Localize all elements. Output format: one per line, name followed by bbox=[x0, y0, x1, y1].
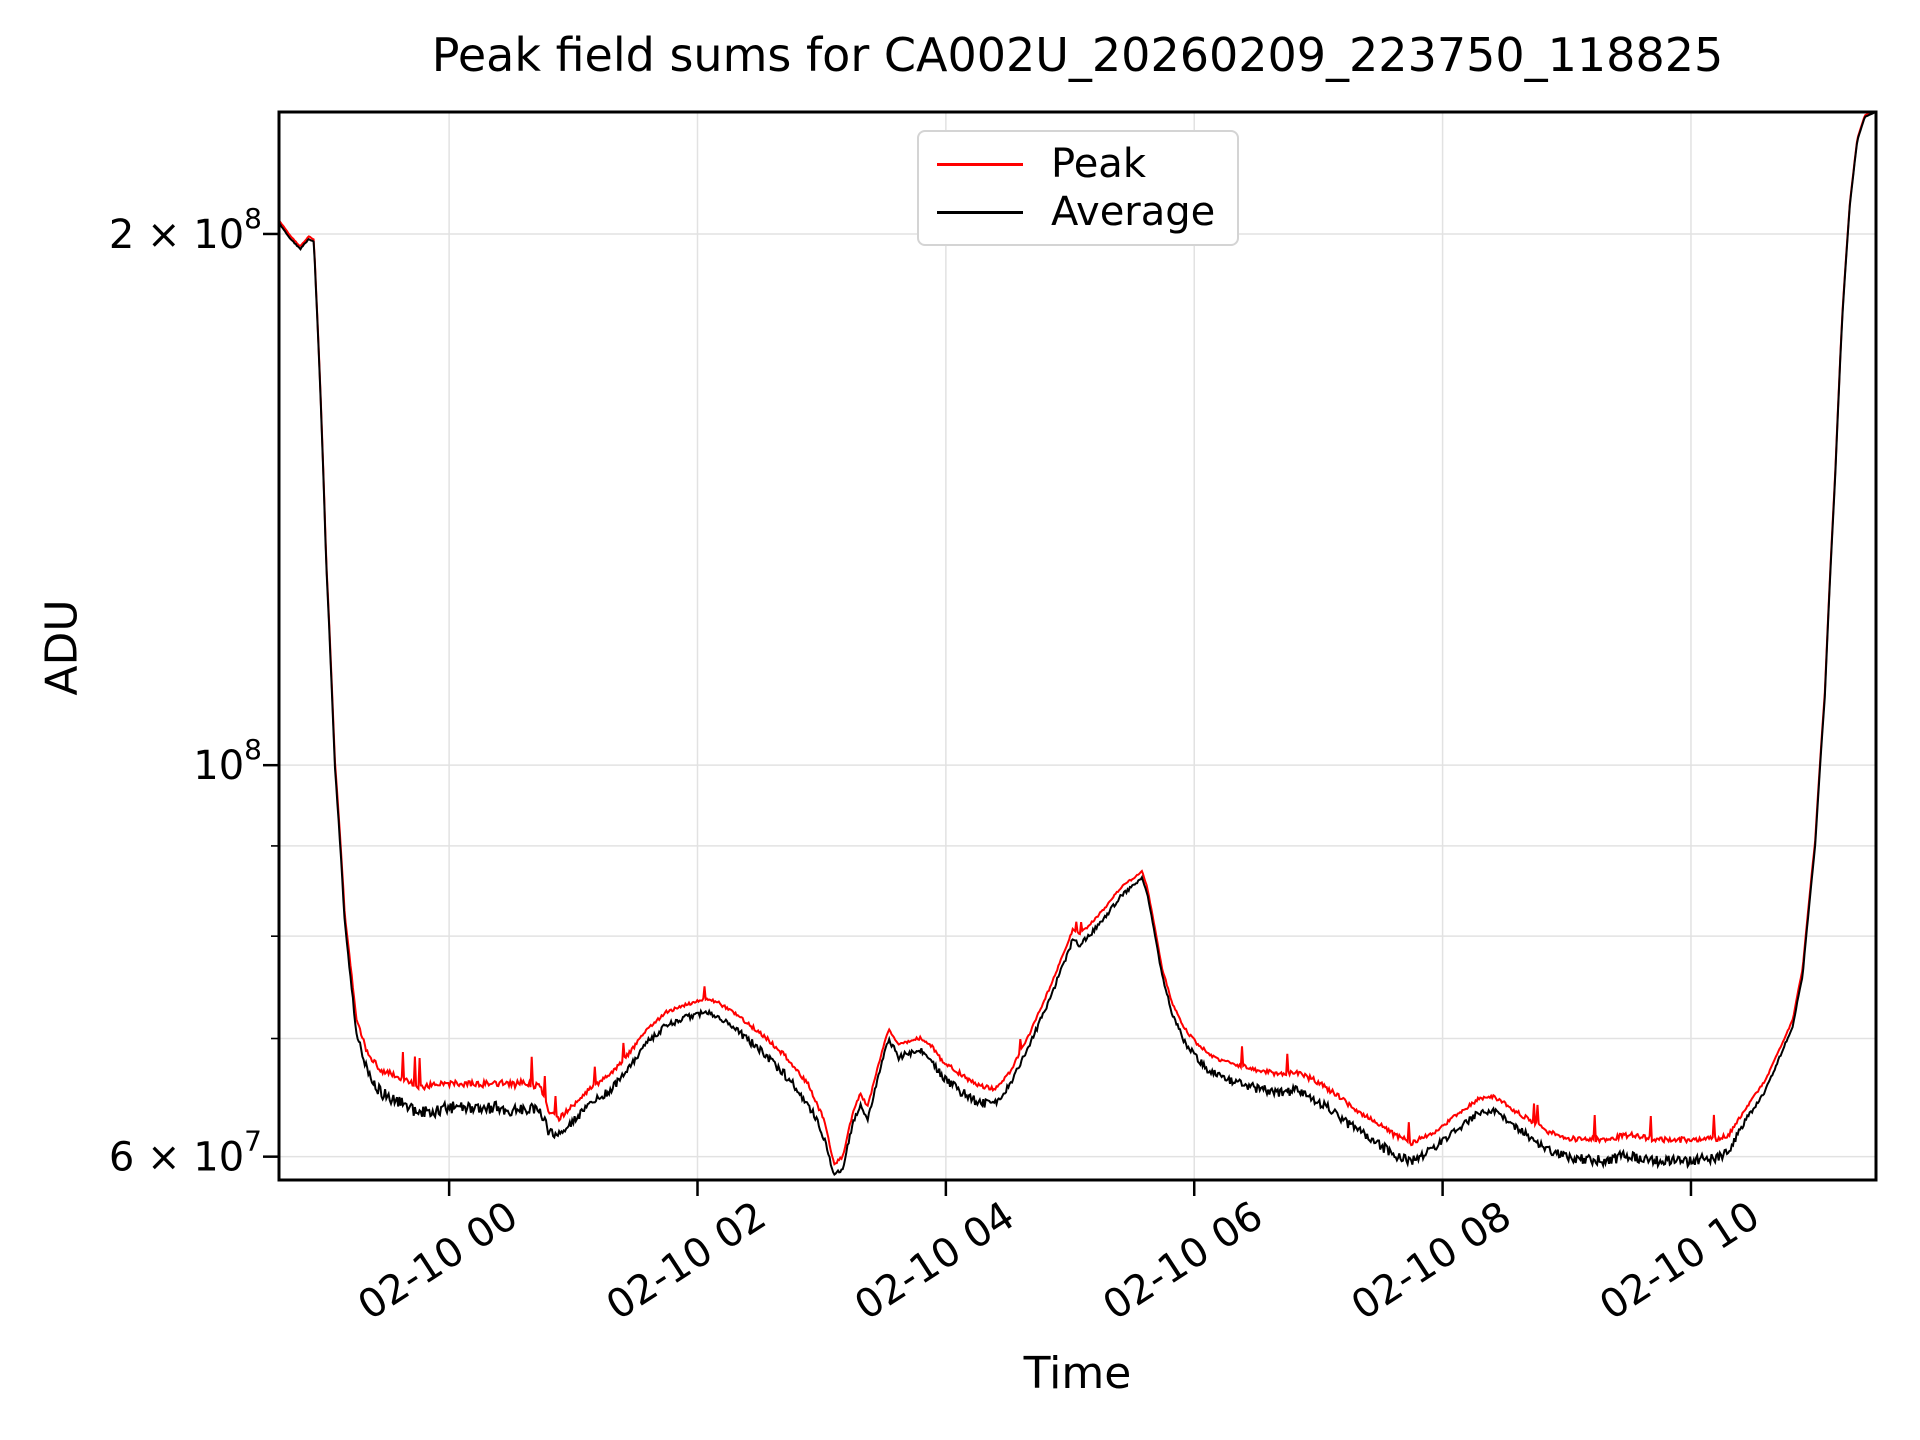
y-tick-label: 6 × 107 bbox=[109, 1125, 262, 1181]
legend: Peak Average bbox=[917, 130, 1239, 246]
plot-border bbox=[277, 110, 1878, 1182]
peak-series-line bbox=[279, 112, 1875, 1166]
legend-entry-average: Average bbox=[919, 192, 1237, 232]
x-tick-label: 02-10 00 bbox=[350, 1193, 526, 1330]
x-tick-label: 02-10 04 bbox=[847, 1193, 1023, 1330]
average-line-sample bbox=[937, 210, 1023, 214]
legend-entry-peak: Peak bbox=[919, 144, 1237, 184]
legend-label-average: Average bbox=[1051, 189, 1216, 235]
y-axis-label: ADU bbox=[36, 599, 88, 696]
x-tick-label: 02-10 10 bbox=[1592, 1193, 1768, 1330]
legend-label-peak: Peak bbox=[1051, 141, 1146, 187]
axes-frame bbox=[277, 110, 1878, 1182]
y-tick-label: 2 × 108 bbox=[109, 202, 262, 258]
peak-line-sample bbox=[937, 162, 1023, 166]
gridlines bbox=[279, 112, 1876, 1180]
y-tick-labels: 2 × 108 108 6 × 107 bbox=[109, 202, 262, 1181]
x-tick-label: 02-10 02 bbox=[598, 1193, 774, 1330]
chart-title: Peak field sums for CA002U_20260209_2237… bbox=[431, 28, 1724, 82]
y-tick-label: 108 bbox=[193, 733, 262, 789]
x-tick-label: 02-10 06 bbox=[1095, 1193, 1271, 1330]
x-tick-label: 02-10 08 bbox=[1344, 1193, 1520, 1330]
average-series-line bbox=[279, 112, 1876, 1176]
x-axis-label: Time bbox=[1023, 1348, 1132, 1399]
tick-marks bbox=[263, 232, 1693, 1196]
x-tick-labels: 02-10 00 02-10 02 02-10 04 02-10 06 02-10 08… bbox=[350, 1193, 1768, 1330]
